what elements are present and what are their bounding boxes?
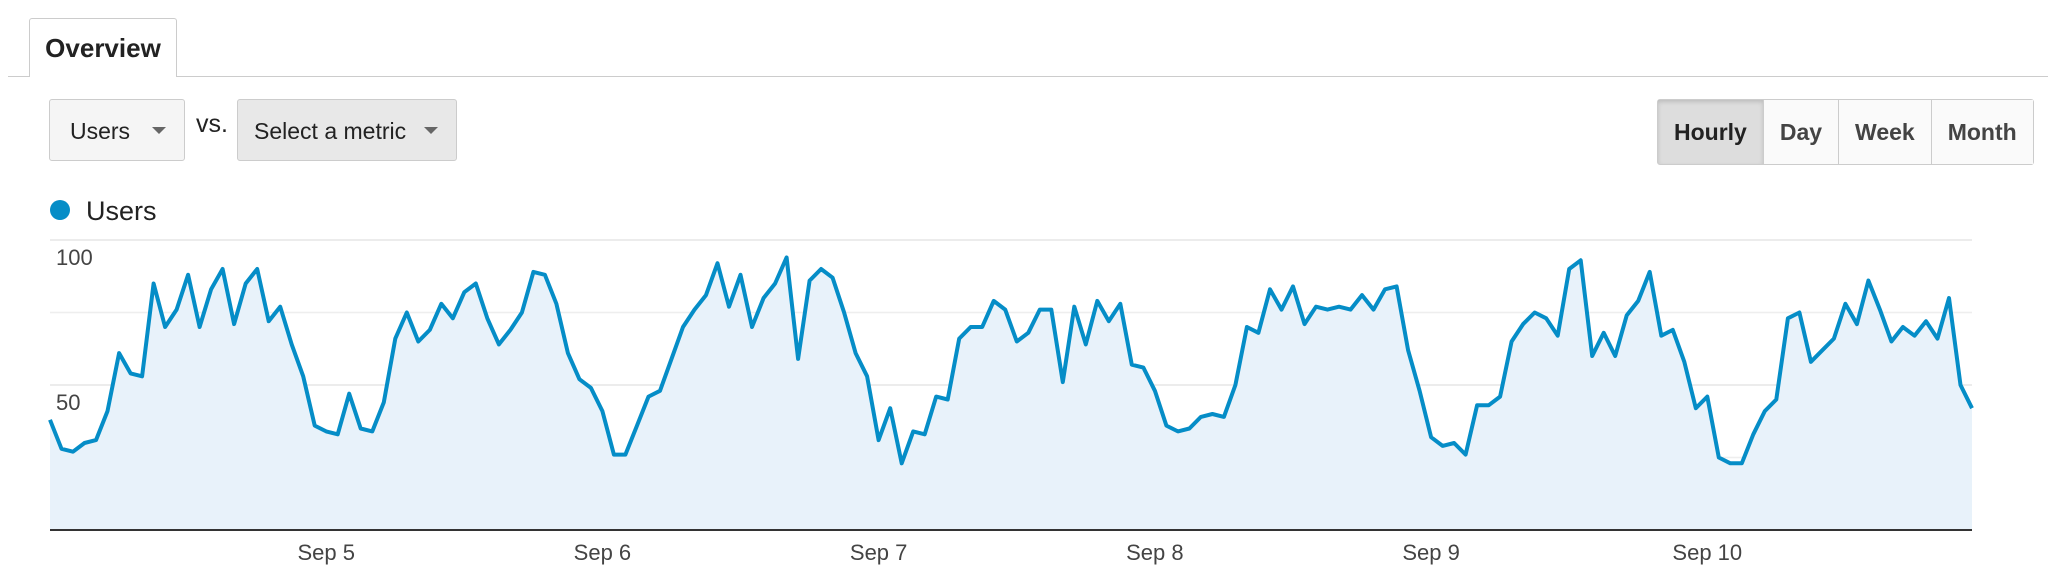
x-tick-label: Sep 6 [574,540,632,565]
x-tick-label: Sep 9 [1402,540,1460,565]
x-tick-label: Sep 8 [1126,540,1184,565]
compare-dropdown[interactable]: Select a metric [237,99,457,161]
overview-tab[interactable]: Overview [29,18,177,77]
area [50,257,1972,530]
legend-marker [50,200,70,220]
period-button[interactable]: Day [1762,100,1839,164]
vs-label: vs. [196,110,228,138]
period-selector: Hourly Day Week Month [1657,99,2034,165]
period-button[interactable]: Week [1838,100,1931,164]
line [48,255,1974,466]
metric-label: Users [70,118,131,144]
y-tick-label: 50 [56,390,80,415]
y-tick-label: 100 [56,245,93,270]
x-tick-label: Sep 5 [297,540,355,565]
tab-divider [8,76,2048,77]
x-tick-label: Sep 10 [1672,540,1742,565]
metric-dropdown[interactable]: Users [49,99,185,161]
x-tick-label: Sep 7 [850,540,908,565]
period-button[interactable]: Hourly [1658,100,1763,164]
compare-label: Select a metric [254,118,407,144]
legend-label: Users [86,196,157,226]
period-button[interactable]: Month [1930,100,2033,164]
